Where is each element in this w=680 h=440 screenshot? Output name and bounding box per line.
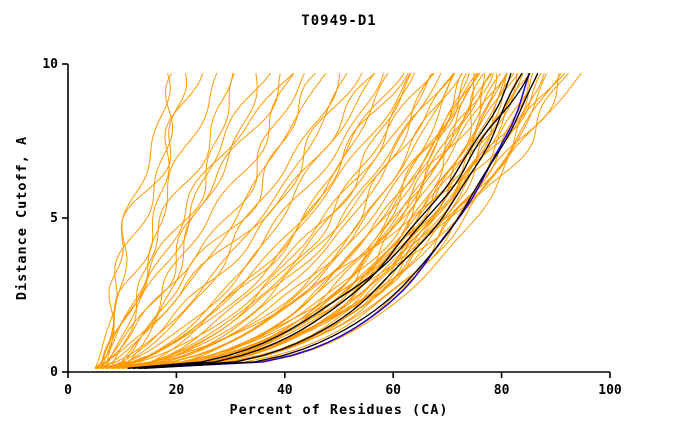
curve-orange [95, 72, 463, 369]
curve-orange [100, 72, 294, 369]
curve-orange [105, 72, 363, 369]
curve-orange [116, 72, 481, 369]
curve-orange [105, 72, 479, 369]
curve-orange [94, 72, 348, 369]
curve-orange [95, 72, 523, 369]
curve-orange [100, 73, 171, 369]
curve-orange [121, 73, 258, 369]
curve-orange [100, 72, 411, 369]
curve-orange [100, 73, 218, 369]
x-axis-label: Percent of Residues (CA) [229, 402, 449, 418]
curve-orange [100, 73, 281, 369]
curve-orange [95, 73, 518, 369]
curve-orange [127, 72, 548, 369]
y-tick-label: 5 [50, 211, 58, 226]
curve-black [143, 72, 539, 369]
curve-orange [105, 72, 271, 369]
curve-orange [116, 72, 562, 369]
curve-orange [100, 72, 375, 369]
curve-orange [116, 73, 385, 369]
curve-orange [111, 72, 582, 369]
curve-orange [132, 72, 409, 369]
curve-orange [105, 72, 566, 369]
curve-orange [100, 73, 188, 369]
curve-orange [116, 72, 316, 369]
curve-orange [100, 72, 508, 369]
curve-orange [127, 72, 455, 369]
curve-orange [111, 73, 432, 369]
curve-orange [122, 72, 412, 369]
chart-title: T0949-D1 [301, 13, 377, 29]
curve-orange [100, 72, 531, 369]
curve-orange [95, 72, 508, 369]
x-tick-label: 20 [169, 383, 185, 398]
curve-black [132, 72, 512, 369]
x-tick-label: 60 [385, 383, 401, 398]
curve-orange [111, 73, 494, 369]
curve-orange [143, 72, 477, 369]
curve-black [127, 72, 531, 369]
curve-orange [94, 72, 236, 369]
curve-orange [100, 73, 545, 369]
y-tick-label: 10 [42, 57, 58, 72]
curve-orange [116, 72, 442, 369]
x-tick-label: 100 [598, 383, 622, 398]
curve-black [138, 72, 523, 369]
curve-orange [100, 72, 493, 369]
curve-orange [94, 72, 174, 369]
curve-orange [116, 72, 295, 369]
x-tick-label: 80 [494, 383, 510, 398]
curve-orange [100, 72, 327, 369]
curve-orange [105, 73, 204, 369]
x-tick-label: 0 [64, 383, 72, 398]
y-tick-label: 0 [50, 365, 58, 380]
curve-orange [100, 73, 454, 369]
curve-orange [94, 72, 376, 369]
curve-orange [94, 73, 305, 369]
curve-orange [110, 73, 234, 369]
curve-orange [95, 72, 435, 369]
x-tick-label: 40 [277, 383, 293, 398]
